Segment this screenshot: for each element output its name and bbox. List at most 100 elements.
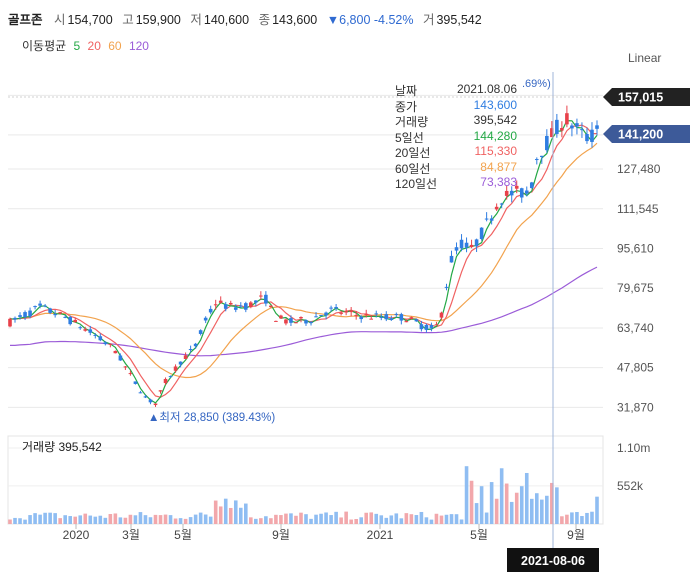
candle-body [344,311,348,313]
candle-body [479,227,484,240]
volume-bar [555,487,559,524]
date-badge [507,548,599,572]
candle-body [53,314,57,316]
price-tick-label: 111,545 [617,202,659,216]
candle-body [575,123,579,127]
volume-bar [123,517,128,524]
candle-body [178,361,183,365]
volume-bar [449,514,454,524]
volume-bar [519,486,524,524]
candle-body [404,321,409,323]
candle-body [244,303,248,310]
volume-bar [354,518,358,524]
candle-body [514,185,519,189]
volume-bar [193,514,198,524]
candle-body [314,316,318,318]
candle-body [68,317,73,325]
tooltip-label: 날짜 [395,84,418,98]
overlay: 157,015 141,200 .69%) ▲최저 28,850 (389.43%) 2… [8,72,690,572]
volume-bar [514,492,519,524]
tooltip-label: 거래량 [395,115,429,129]
candle-body [148,399,153,403]
candle-body [565,113,569,125]
candle-body [259,295,263,297]
low-label: 저 [190,13,202,27]
ma-legend[interactable]: 이동평균 5 20 60 120 [22,37,153,54]
price-tick-label: 79,675 [617,281,654,295]
tooltip-value: 115,330 [474,144,518,158]
volume-bar [419,511,424,524]
volume-bar [349,519,353,524]
candle-body [304,320,308,324]
volume-bar [384,517,389,524]
candle-body [58,312,62,314]
candles [8,105,599,407]
date-badge-label: 2021-08-06 [521,554,585,568]
candle-body [555,119,559,134]
volume-bar [540,499,544,524]
candle-body [284,319,288,324]
volume-bar [93,516,98,524]
scale-toggle[interactable]: Linear [628,51,662,65]
volume-bar [474,503,479,524]
candle-body [299,317,303,319]
candle-body [424,324,429,330]
open-label: 시 [54,13,66,27]
close-label: 종 [258,13,271,27]
low-value: 140,600 [203,13,250,27]
volume-bar [329,515,333,524]
volume-bar [484,512,489,524]
volume-bar [58,518,62,524]
volume-bar [128,514,133,524]
candle-body [153,403,158,406]
volume-value: 395,542 [436,13,482,27]
candle-body [394,313,399,315]
volume-bar [590,511,594,524]
volume-bar [550,482,554,524]
candle-body [519,188,524,198]
candle-body [444,286,449,288]
ma-5-line [9,119,598,404]
candle-body [494,206,499,210]
volume-bar [18,518,22,524]
tooltip-value: 73,383 [480,175,517,189]
volume-bar [289,513,293,524]
price-badge [603,88,690,106]
price-header: 골프존 시 154,700 고 159,900 저 140,600 종 143,600 … [8,9,488,28]
volume-bar [344,511,348,524]
ma-legend-60: 60 [108,39,122,53]
ma-120-line [10,266,598,357]
candle-body [43,305,47,307]
volume-bar [274,514,278,524]
volume-bar [8,519,12,524]
candle-body [534,159,539,161]
volume-bar [409,514,414,524]
volume-bar [304,514,308,524]
volume-bar [213,500,218,524]
candle-body [324,312,328,316]
volume-bar [228,507,233,524]
price-tick-label: 63,740 [617,321,654,335]
candle-body [98,336,103,341]
high-marker-label: .69%) [522,78,551,90]
ma-60-line [9,142,598,379]
stock-name: 골프존 [8,13,43,27]
ma-legend-title: 이동평균 [22,39,67,53]
candle-body [364,313,369,315]
candle-body [354,315,358,317]
volume-bar [394,513,399,524]
volume-bar [78,515,83,524]
price-tick-label: 95,610 [617,241,654,255]
candle-body [429,324,434,329]
volume-bar [570,512,574,524]
candle-body [419,324,424,330]
candle-body [329,307,333,309]
volume-bar [173,518,178,524]
candle-body [28,310,32,317]
candle-body [474,239,479,247]
volume-bar [143,515,148,524]
volume-bar [103,517,108,524]
change-value: ▼6,800 -4.52% [326,13,414,27]
volume-bar [294,515,298,524]
